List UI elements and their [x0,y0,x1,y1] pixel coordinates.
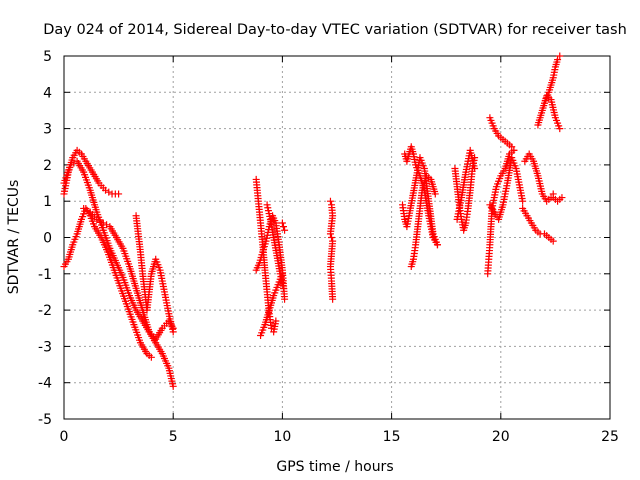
data-point-marker [96,217,104,225]
data-point-marker [471,165,479,173]
data-point-marker [281,226,289,234]
y-axis-label: SDTVAR / TECUs [6,180,22,295]
chart-title: Day 024 of 2014, Sidereal Day-to-day VTE… [43,22,627,38]
y-tick-label: 5 [43,49,52,65]
data-point-marker [281,295,289,303]
data-point-marker [554,56,562,64]
data-point-marker [326,197,334,205]
data-point-marker [556,125,564,133]
y-tick-label: 0 [43,231,52,247]
y-tick-label: -2 [38,303,52,319]
y-tick-label: 4 [43,85,52,101]
data-point-marker [510,146,518,154]
y-tick-label: 2 [43,158,52,174]
data-point-marker [549,237,557,245]
data-point-marker [169,328,177,336]
data-point-marker [519,197,527,205]
x-axis-label: GPS time / hours [276,459,393,475]
y-tick-label: -5 [38,412,52,428]
data-point-marker [279,223,287,231]
data-point-marker [272,317,280,325]
y-tick-label: -4 [38,376,52,392]
data-point-marker [508,143,516,151]
data-point-marker [329,295,337,303]
x-tick-label: 10 [273,429,291,445]
axis-ticks: 0 5 10 15 20 25 -5 -4 -3 -2 -1 0 1 2 3 4 5 [38,49,619,445]
x-tick-label: 0 [60,429,69,445]
grid-lines [64,56,610,419]
data-point-marker [558,194,566,202]
y-tick-label: -3 [38,339,52,355]
data-point-marker [279,284,287,292]
x-tick-label: 5 [169,429,178,445]
data-point-marker [433,241,441,249]
data-point-marker [147,353,155,361]
x-tick-label: 25 [601,429,619,445]
data-point-marker [328,234,336,241]
y-tick-label: -1 [38,267,52,283]
data-point-marker [326,230,334,238]
data-point-marker [278,219,286,227]
y-tick-label: 3 [43,122,52,138]
x-tick-label: 20 [492,429,510,445]
data-points [60,52,566,390]
y-tick-label: 1 [43,194,52,210]
data-point-marker [169,382,177,390]
x-tick-label: 15 [383,429,401,445]
data-point-marker [431,190,439,198]
data-point-marker [105,188,113,196]
data-point-marker [115,190,123,198]
data-point-marker [556,52,564,60]
